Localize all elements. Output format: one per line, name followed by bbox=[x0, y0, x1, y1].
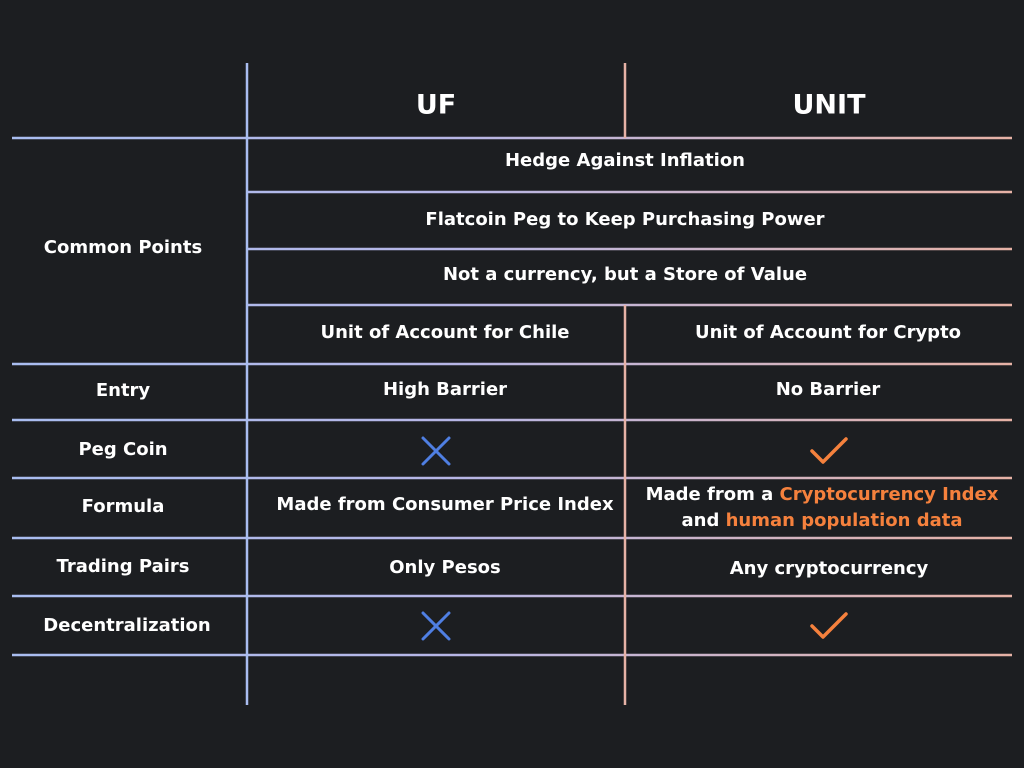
uf-unit-of-account: Unit of Account for Chile bbox=[320, 322, 570, 343]
column-header-uf: UF bbox=[415, 89, 457, 121]
common-point-3: Not a currency, but a Store of Value bbox=[442, 264, 808, 285]
unit-entry-value: No Barrier bbox=[775, 379, 881, 400]
row-label-peg-coin: Peg Coin bbox=[78, 439, 168, 460]
unit-formula-line-2: and human population data bbox=[681, 510, 963, 531]
row-label-formula: Formula bbox=[81, 496, 165, 517]
uf-trading-pairs-value: Only Pesos bbox=[389, 557, 501, 578]
common-point-1: Hedge Against Inflation bbox=[504, 150, 746, 171]
cross-icon bbox=[421, 611, 451, 641]
row-label-common-points: Common Points bbox=[43, 237, 203, 258]
highlight-cryptocurrency-index: Cryptocurrency Index bbox=[779, 484, 999, 505]
unit-trading-pairs-value: Any cryptocurrency bbox=[729, 558, 929, 579]
row-label-trading-pairs: Trading Pairs bbox=[56, 556, 190, 577]
highlight-human-population-data: human population data bbox=[725, 510, 963, 531]
uf-entry-value: High Barrier bbox=[382, 379, 508, 400]
cross-icon bbox=[421, 436, 451, 466]
check-icon bbox=[810, 437, 848, 464]
unit-formula-line-1: Made from a Cryptocurrency Index bbox=[645, 484, 999, 505]
column-header-unit: UNIT bbox=[792, 89, 866, 121]
unit-unit-of-account: Unit of Account for Crypto bbox=[694, 322, 962, 343]
common-point-2: Flatcoin Peg to Keep Purchasing Power bbox=[425, 209, 825, 230]
row-label-decentralization: Decentralization bbox=[43, 615, 211, 636]
unit-formula-value: Made from a Cryptocurrency Index and hum… bbox=[646, 482, 999, 534]
row-label-entry: Entry bbox=[95, 380, 151, 401]
uf-formula-value: Made from Consumer Price Index bbox=[276, 494, 614, 515]
check-icon bbox=[810, 612, 848, 639]
